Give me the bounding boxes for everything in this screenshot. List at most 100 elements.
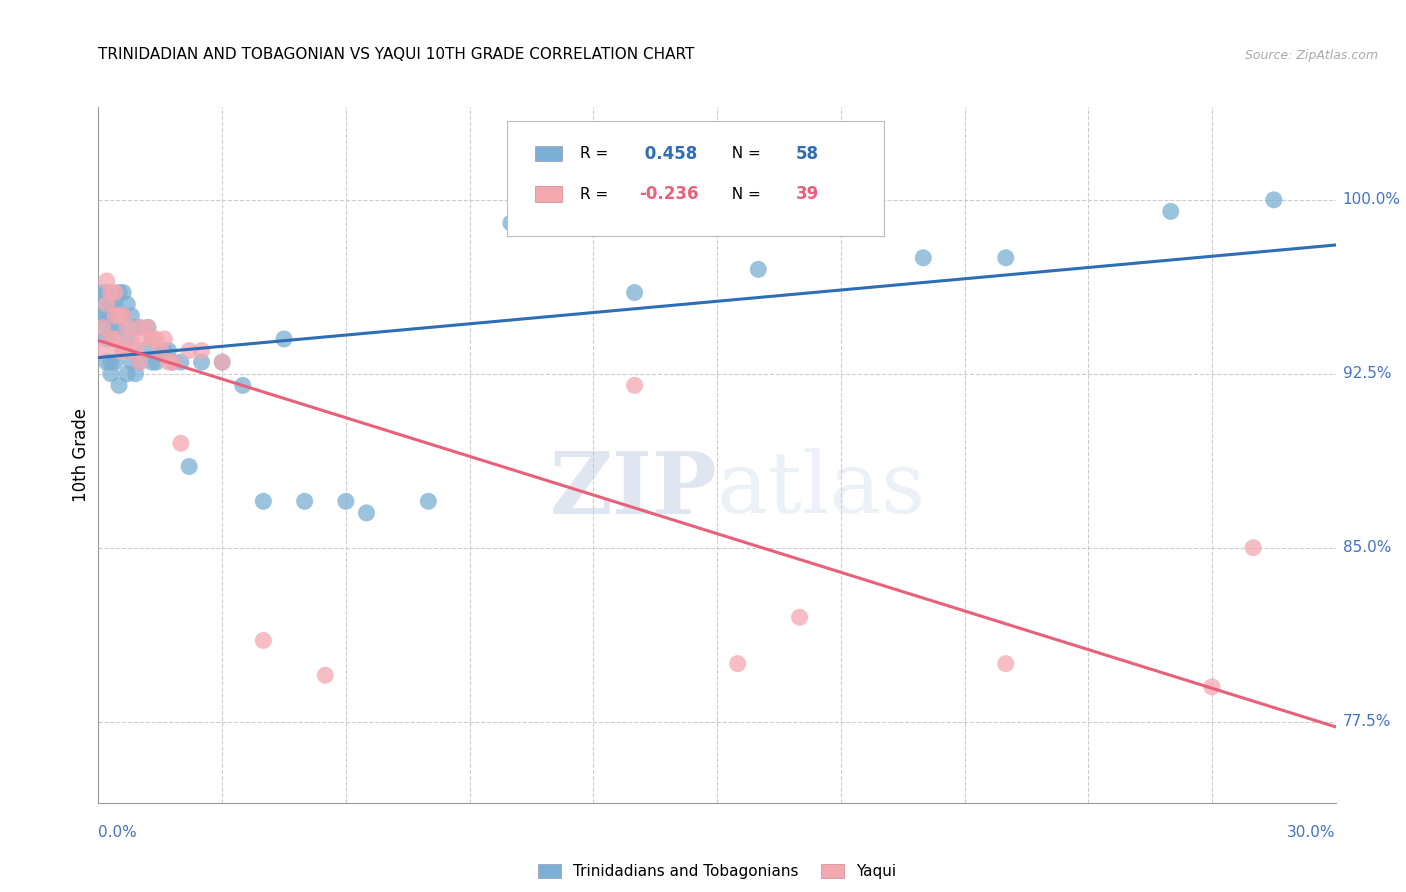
Point	[104, 332, 127, 346]
Point	[727, 657, 749, 671]
Point	[912, 251, 935, 265]
Point	[170, 436, 193, 450]
Point	[132, 343, 155, 358]
Point	[190, 355, 212, 369]
Point	[96, 355, 118, 369]
Point	[499, 216, 522, 230]
Point	[108, 343, 131, 358]
Point	[145, 332, 167, 346]
Text: 85.0%: 85.0%	[1343, 541, 1391, 555]
Point	[141, 355, 163, 369]
Point	[100, 332, 122, 346]
Point	[273, 332, 295, 346]
Point	[623, 378, 645, 392]
Point	[994, 657, 1017, 671]
Point	[120, 332, 142, 346]
Text: N =: N =	[723, 186, 766, 202]
Point	[179, 459, 201, 474]
Text: 0.458: 0.458	[640, 145, 697, 162]
Point	[100, 309, 122, 323]
Point	[104, 285, 127, 300]
Point	[153, 343, 176, 358]
Point	[124, 320, 146, 334]
Point	[149, 343, 172, 358]
Point	[117, 320, 139, 334]
Point	[108, 378, 131, 392]
Point	[91, 309, 114, 323]
Text: -0.236: -0.236	[640, 185, 699, 203]
Point	[112, 343, 135, 358]
Point	[117, 367, 139, 381]
Point	[128, 355, 150, 369]
Point	[141, 332, 163, 346]
Point	[789, 610, 811, 624]
Point	[117, 297, 139, 311]
Text: ZIP: ZIP	[550, 448, 717, 532]
Point	[1241, 541, 1264, 555]
Point	[112, 309, 135, 323]
Point	[91, 320, 114, 334]
Point	[141, 332, 163, 346]
FancyBboxPatch shape	[506, 121, 884, 235]
Point	[112, 343, 135, 358]
Point	[112, 285, 135, 300]
Point	[335, 494, 357, 508]
Point	[170, 355, 193, 369]
Text: N =: N =	[723, 146, 766, 161]
Point	[100, 297, 122, 311]
Point	[153, 332, 176, 346]
Point	[100, 355, 122, 369]
Point	[104, 320, 127, 334]
Point	[91, 320, 114, 334]
Point	[108, 309, 131, 323]
Text: R =: R =	[579, 146, 613, 161]
Text: R =: R =	[579, 186, 613, 202]
Point	[136, 320, 159, 334]
Point	[252, 494, 274, 508]
Point	[136, 320, 159, 334]
Point	[120, 309, 142, 323]
Text: 39: 39	[796, 185, 820, 203]
Point	[120, 355, 142, 369]
Text: 77.5%: 77.5%	[1343, 714, 1391, 729]
Point	[128, 320, 150, 334]
Point	[124, 367, 146, 381]
Y-axis label: 10th Grade: 10th Grade	[72, 408, 90, 502]
Point	[157, 355, 180, 369]
Point	[145, 355, 167, 369]
Text: TRINIDADIAN AND TOBAGONIAN VS YAQUI 10TH GRADE CORRELATION CHART: TRINIDADIAN AND TOBAGONIAN VS YAQUI 10TH…	[98, 47, 695, 62]
Point	[211, 355, 233, 369]
Point	[108, 320, 131, 334]
Point	[162, 355, 184, 369]
Text: atlas: atlas	[717, 448, 927, 532]
Point	[96, 309, 118, 323]
Point	[91, 343, 114, 358]
Bar	[536, 146, 562, 161]
Point	[418, 494, 440, 508]
Point	[96, 297, 118, 311]
Point	[112, 309, 135, 323]
Point	[117, 343, 139, 358]
Text: 92.5%: 92.5%	[1343, 367, 1391, 381]
Point	[294, 494, 316, 508]
Legend: Trinidadians and Tobagonians, Yaqui: Trinidadians and Tobagonians, Yaqui	[531, 858, 903, 886]
Point	[1160, 204, 1182, 219]
Point	[1201, 680, 1223, 694]
Text: 58: 58	[796, 145, 820, 162]
Point	[100, 367, 122, 381]
Point	[1263, 193, 1285, 207]
Point	[108, 285, 131, 300]
Point	[149, 343, 172, 358]
Point	[91, 285, 114, 300]
Point	[117, 332, 139, 346]
Point	[96, 274, 118, 288]
Point	[623, 285, 645, 300]
Point	[356, 506, 378, 520]
Point	[100, 332, 122, 346]
Text: 30.0%: 30.0%	[1288, 825, 1336, 840]
Point	[157, 343, 180, 358]
Point	[190, 343, 212, 358]
Point	[124, 343, 146, 358]
Point	[994, 251, 1017, 265]
Point	[96, 285, 118, 300]
